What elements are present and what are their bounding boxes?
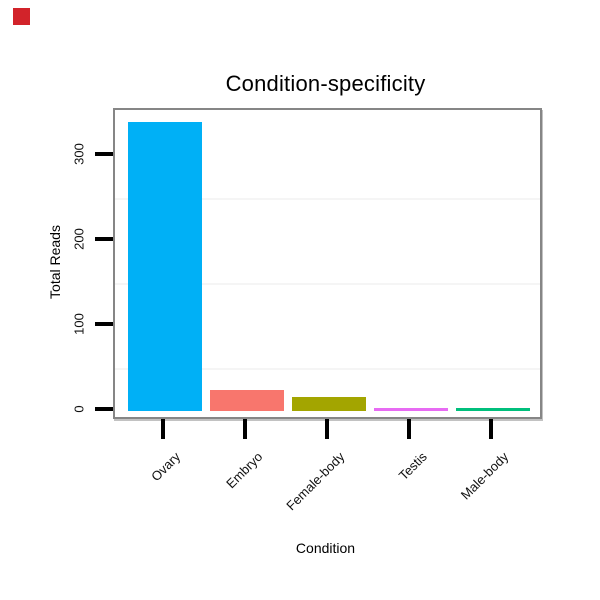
y-tick-label: 0 xyxy=(71,405,87,413)
x-axis-tick xyxy=(489,419,493,439)
y-axis-tick xyxy=(95,322,113,326)
x-tick-label-ovary: Ovary xyxy=(148,449,184,485)
x-axis-tick xyxy=(243,419,247,439)
minor-gridline xyxy=(115,367,540,370)
x-axis-tick xyxy=(325,419,329,439)
chart-title: Condition-specificity xyxy=(225,71,426,96)
bar-female-body xyxy=(292,396,366,411)
y-axis-title: Total Reads xyxy=(47,224,63,299)
minor-gridline xyxy=(115,282,540,285)
y-tick-label: 300 xyxy=(71,143,87,165)
x-tick-label-embryo: Embryo xyxy=(223,449,266,492)
y-tick-label: 200 xyxy=(71,228,87,250)
minor-gridline xyxy=(115,197,540,200)
bar-ovary xyxy=(128,122,202,411)
x-axis-tick xyxy=(407,419,411,439)
x-axis-title: Condition xyxy=(295,540,356,556)
bar-embryo xyxy=(210,389,284,411)
y-axis-tick xyxy=(95,237,113,241)
bar-male-body xyxy=(456,408,530,411)
x-tick-label-female-body: Female-body xyxy=(283,449,348,514)
red-square-marker xyxy=(13,8,30,25)
x-axis-tick xyxy=(161,419,165,439)
y-axis-tick xyxy=(95,152,113,156)
y-tick-label: 100 xyxy=(71,313,87,335)
plot-panel xyxy=(113,108,542,419)
bar-testis xyxy=(374,407,448,411)
y-axis-tick xyxy=(95,407,113,411)
x-tick-label-male-body: Male-body xyxy=(458,449,512,503)
x-tick-label-testis: Testis xyxy=(395,449,430,484)
